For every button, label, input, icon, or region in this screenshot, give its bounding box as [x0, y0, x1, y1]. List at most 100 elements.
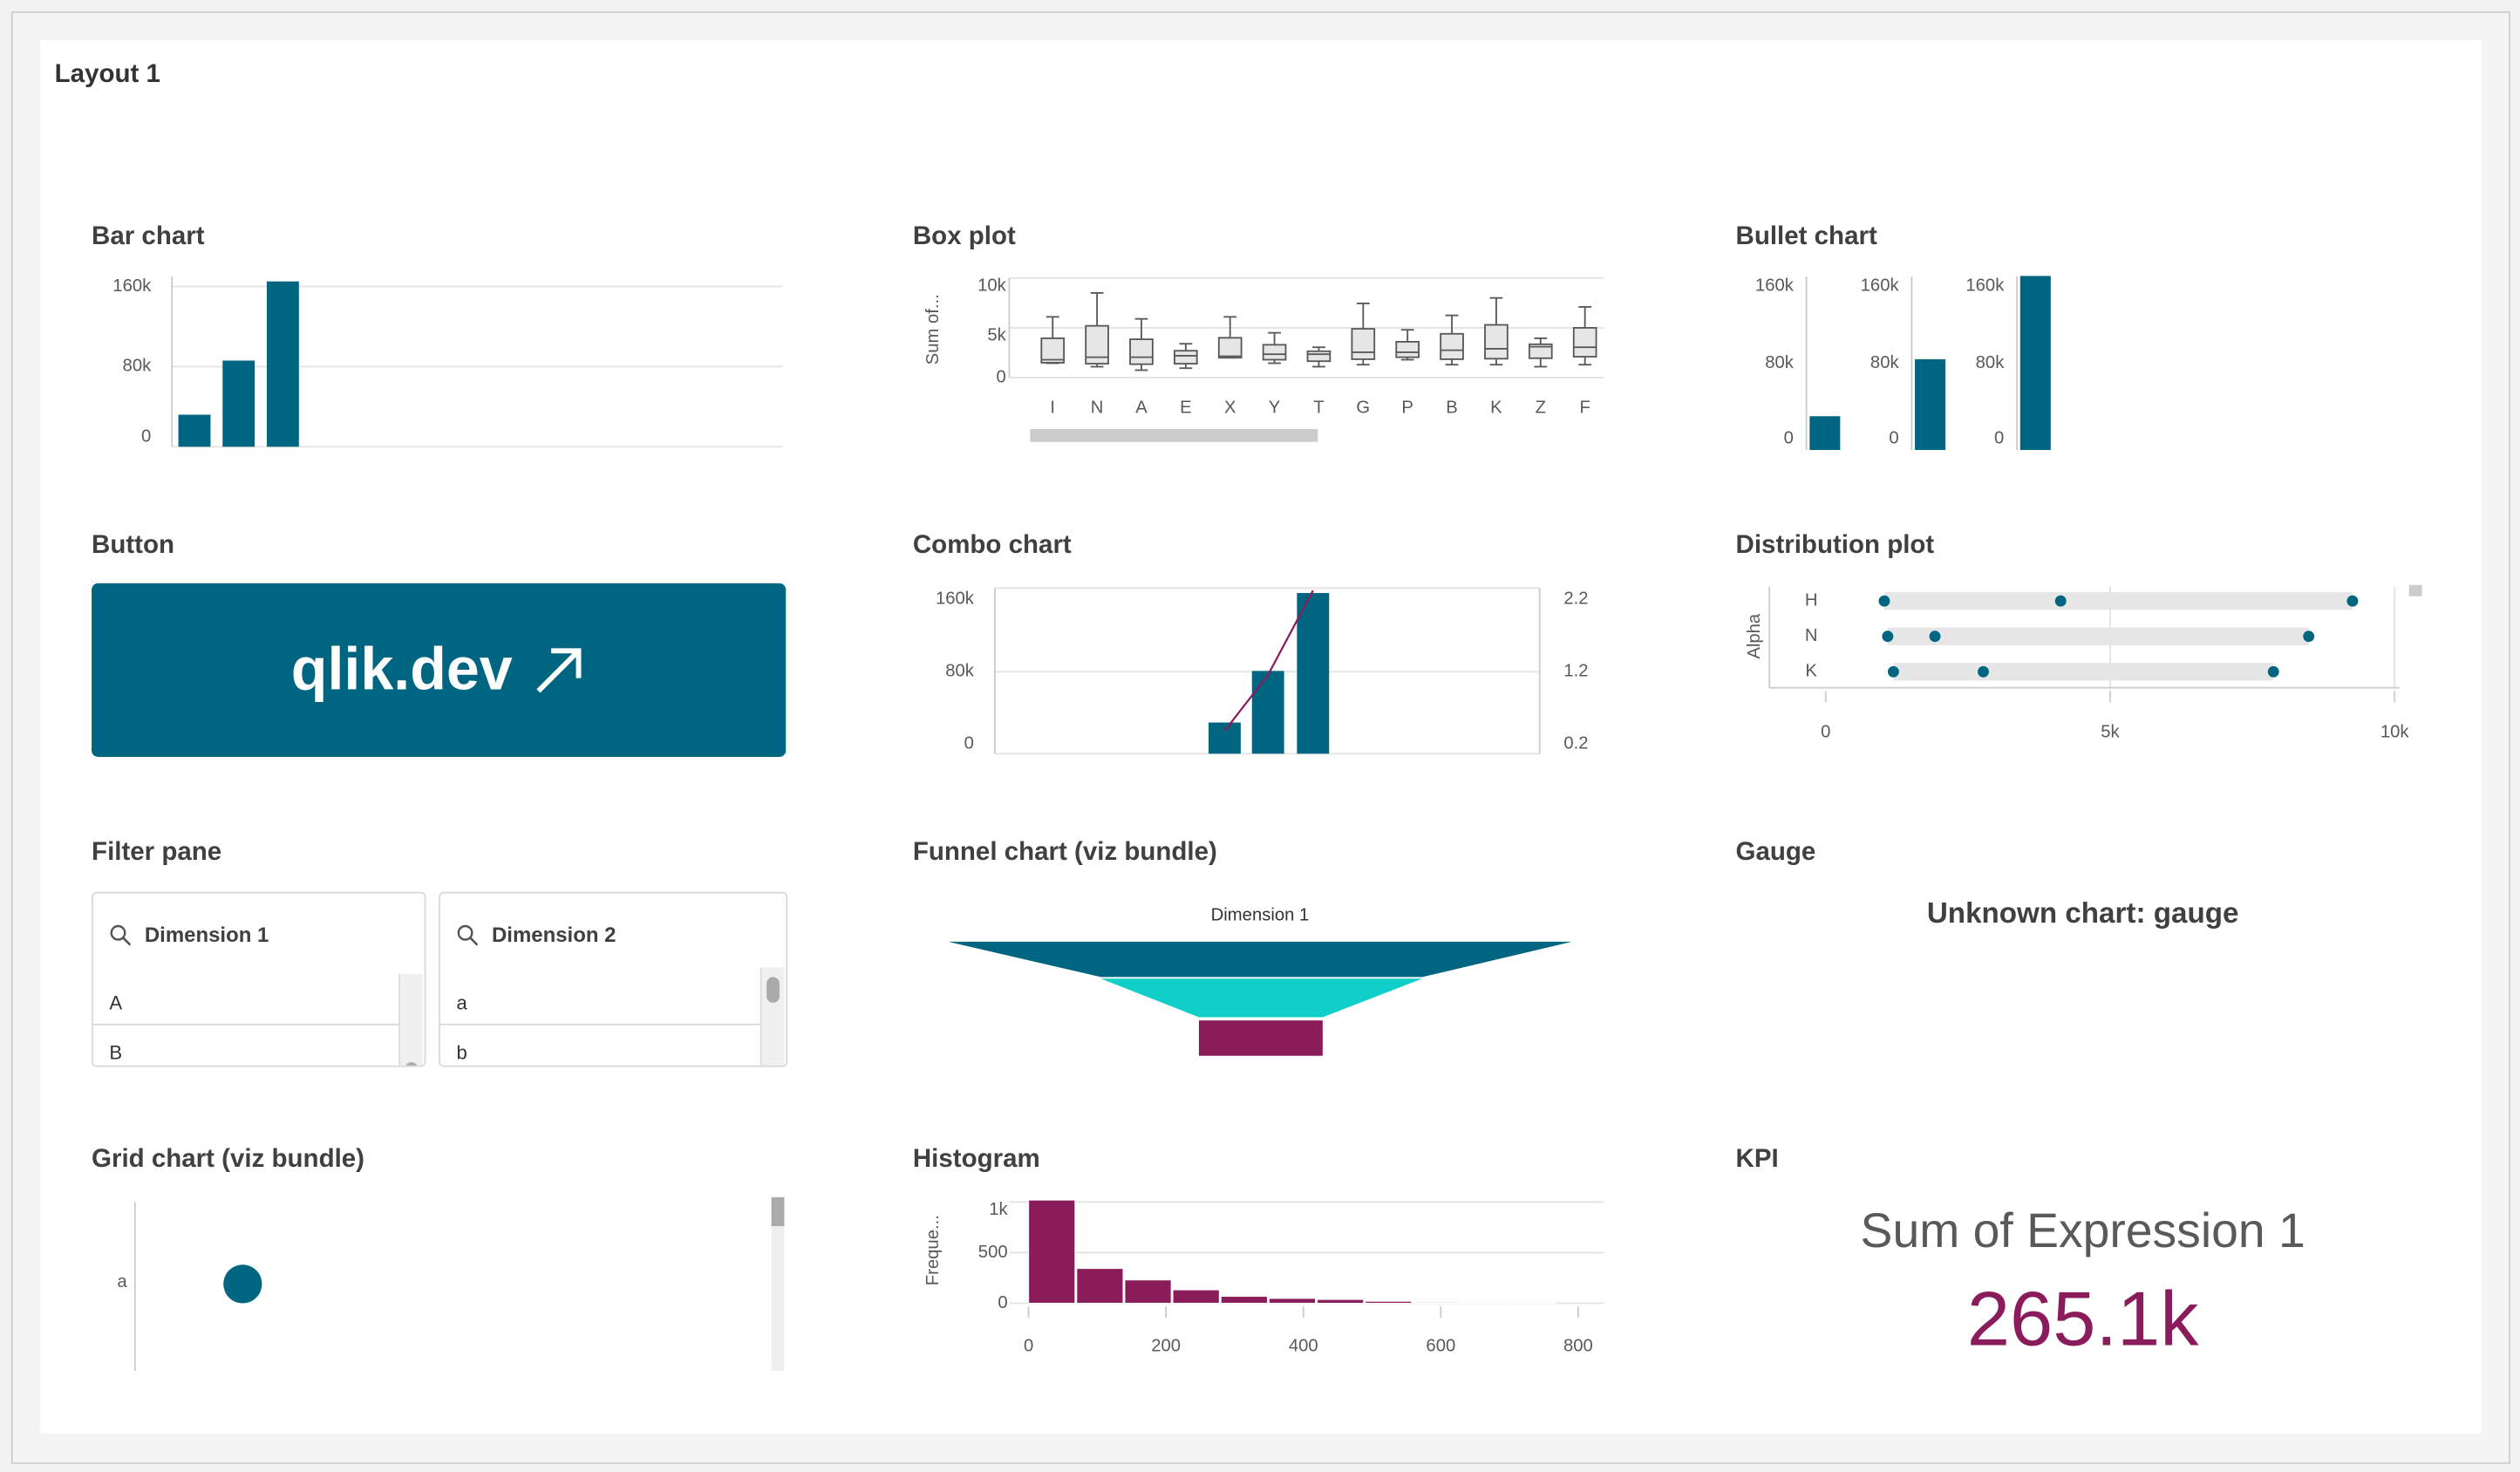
tick-label: 0: [1024, 1337, 1033, 1356]
data-point: [2054, 595, 2067, 607]
tick-label: 80k: [945, 662, 975, 681]
kpi-value: 265.1k: [1966, 1278, 2199, 1363]
line-series: [1223, 589, 1314, 732]
layout-title: Layout 1: [54, 61, 160, 89]
y-axis-label: Alpha: [1745, 613, 1764, 659]
tick-label: 10k: [2380, 723, 2410, 742]
combo-chart: 0 0.2 80k 1.2 160k 2.2: [936, 587, 1589, 755]
tick-label: 0: [1784, 428, 1794, 447]
category-label: Z: [1536, 398, 1546, 417]
histogram-title: Histogram: [912, 1145, 1040, 1174]
tick-label: 0: [998, 1293, 1007, 1312]
row-label: a: [117, 1272, 127, 1291]
data-point: [1978, 665, 1989, 678]
scrollbar[interactable]: [1030, 429, 1318, 442]
category-label: X: [1224, 398, 1236, 417]
tick-label: 0: [964, 734, 974, 753]
filter-pane-title: Filter pane: [92, 838, 222, 867]
tick-label: 0: [141, 427, 151, 446]
tick-label: 800: [1563, 1337, 1593, 1356]
bar: [178, 414, 211, 447]
tick-label: 400: [1289, 1337, 1318, 1356]
distribution-plot: 0 5k 10k Alpha HNK: [1745, 584, 2422, 742]
funnel-segment: [1100, 978, 1423, 1018]
scrollbar[interactable]: [759, 967, 785, 1066]
category-label: N: [1805, 626, 1818, 645]
category-label: N: [1091, 398, 1104, 417]
tick-label: 80k: [123, 357, 153, 376]
list-item[interactable]: B: [109, 1041, 123, 1064]
kpi-label: Sum of Expression 1: [1860, 1205, 2305, 1258]
search-icon: [457, 923, 479, 945]
tick-label: 160k: [936, 589, 975, 609]
box: [1217, 337, 1243, 359]
funnel-segment: [948, 941, 1572, 978]
data-point: [1882, 630, 1894, 643]
tick-label: 200: [1151, 1337, 1181, 1356]
category-label: P: [1401, 398, 1413, 417]
list-item[interactable]: b: [456, 1041, 467, 1064]
bar: [1209, 722, 1241, 754]
list-item[interactable]: a: [456, 992, 467, 1014]
scrollbar-thumb[interactable]: [766, 977, 780, 1003]
listbox-label: Dimension 1: [144, 922, 269, 947]
range-bar: [1883, 592, 2353, 610]
box: [1440, 332, 1464, 360]
divider: [92, 1023, 402, 1026]
category-label: I: [1050, 398, 1055, 417]
listbox-header[interactable]: Dimension 2: [456, 923, 616, 946]
histogram-bin: [1076, 1268, 1124, 1305]
data-point: [2346, 595, 2359, 607]
bar: [1297, 593, 1330, 754]
category-label: K: [1805, 662, 1817, 681]
bar: [266, 281, 299, 447]
arrow-up-right-icon: [536, 648, 582, 693]
scrollbar-thumb[interactable]: [405, 1062, 419, 1066]
category-label: F: [1579, 398, 1590, 417]
tick-label: 80k: [1870, 353, 1900, 372]
listbox-header[interactable]: Dimension 1: [109, 922, 269, 947]
funnel-chart: Dimension 1: [948, 906, 1572, 1056]
funnel-chart-title: Funnel chart (viz bundle): [912, 838, 1217, 867]
tick-label: 80k: [1976, 353, 2006, 372]
tick-label: 160k: [112, 276, 152, 296]
grid-point: [223, 1264, 262, 1304]
box: [1395, 341, 1420, 358]
category-label: Y: [1269, 398, 1281, 417]
category-label: A: [1135, 398, 1148, 417]
tick-label: 160k: [1965, 276, 2005, 295]
combo-chart-title: Combo chart: [912, 531, 1072, 560]
category-label: G: [1356, 398, 1370, 417]
tick-label: 5k: [2101, 723, 2120, 742]
scrollbar[interactable]: [771, 1196, 785, 1371]
grid-chart-title: Grid chart (viz bundle): [92, 1145, 365, 1174]
list-item[interactable]: A: [109, 992, 123, 1014]
histogram-bin: [1461, 1302, 1509, 1305]
box: [1484, 324, 1509, 360]
listbox-dimension-2[interactable]: Dimension 2 a b: [439, 891, 788, 1067]
histogram: 0 500 1k 0 200 400 600 800 Freque...: [923, 1199, 1604, 1356]
y-axis-label: Sum of...: [923, 294, 943, 365]
bar-chart: 0 80k 160k: [112, 276, 783, 448]
tick-label: 2.2: [1563, 589, 1588, 609]
scrollbar[interactable]: [2408, 584, 2422, 596]
data-point: [1929, 630, 1941, 643]
tick-label: 160k: [1861, 276, 1900, 295]
gauge-message: Unknown chart: gauge: [1926, 896, 2239, 930]
tick-label: 5k: [987, 326, 1006, 345]
box: [1528, 343, 1553, 359]
histogram-bin: [1220, 1295, 1269, 1305]
data-point: [2303, 630, 2315, 643]
box-plot: 0 5k 10k Sum of... I N A E X Y T G P B K Z F: [923, 276, 1604, 442]
scrollbar-thumb[interactable]: [771, 1196, 785, 1227]
button-title: Button: [92, 531, 175, 560]
dimension-label: Dimension 1: [1211, 906, 1310, 925]
category-label: T: [1313, 398, 1324, 417]
data-point: [2267, 665, 2279, 678]
listbox-dimension-1[interactable]: Dimension 1 A B: [92, 891, 426, 1067]
tick-label: 1k: [989, 1200, 1008, 1219]
box: [1572, 327, 1597, 358]
qlik-dev-button[interactable]: qlik.dev: [92, 583, 787, 757]
scrollbar[interactable]: [398, 973, 423, 1066]
